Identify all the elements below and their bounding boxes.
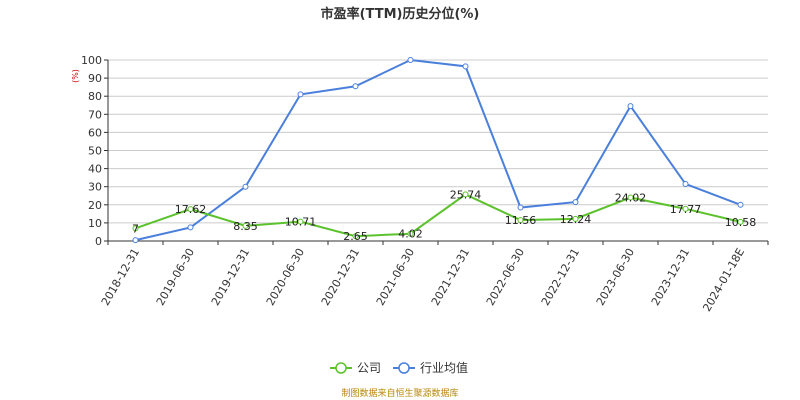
series-line-0 <box>135 193 741 238</box>
data-point <box>737 201 744 208</box>
x-tick-label: 2022-12-31 <box>539 246 582 308</box>
y-axis-unit: (%) <box>71 69 80 83</box>
data-point <box>352 83 359 90</box>
y-tick-label: 10 <box>88 217 102 230</box>
data-point <box>462 63 469 70</box>
data-point <box>297 91 304 98</box>
data-point <box>572 199 579 206</box>
x-tick-label: 2020-12-31 <box>319 246 362 308</box>
y-tick-label: 100 <box>81 54 102 67</box>
legend-marker-1 <box>398 362 410 374</box>
y-tick-label: 20 <box>88 199 102 212</box>
series-group <box>132 57 744 244</box>
gridlines <box>107 59 768 242</box>
source-note: 制图数据来自恒生聚源数据库 <box>341 387 458 399</box>
x-tick-label: 2022-06-30 <box>484 246 527 308</box>
y-tick-label: 50 <box>88 145 102 158</box>
y-tick-label: 90 <box>88 72 102 85</box>
x-tick-label: 2020-06-30 <box>264 246 307 308</box>
x-tick-label: 2023-12-31 <box>649 246 692 308</box>
data-label: 17.62 <box>175 203 207 216</box>
data-point <box>517 204 524 211</box>
data-label: 2.65 <box>343 230 368 243</box>
x-tick-label: 2021-12-31 <box>429 246 472 308</box>
x-tick-label: 2023-06-30 <box>594 246 637 308</box>
data-point <box>242 222 249 229</box>
data-point <box>627 194 634 201</box>
y-tick-label: 30 <box>88 181 102 194</box>
y-tick-label: 0 <box>95 235 102 248</box>
data-label: 10.58 <box>725 216 757 229</box>
y-axis-ticks: 0 10 20 30 40 50 60 70 80 90 100 <box>81 54 108 248</box>
data-point <box>517 217 524 224</box>
data-point <box>407 57 414 63</box>
data-label: 24.02 <box>615 192 647 205</box>
legend[interactable]: 公司 行业均值 <box>330 360 468 375</box>
data-label: 25.74 <box>450 188 482 201</box>
data-point <box>352 233 359 240</box>
data-point <box>132 225 139 232</box>
data-label: 12.24 <box>560 213 592 226</box>
data-point <box>407 230 414 237</box>
x-tick-label: 2021-06-30 <box>374 246 417 308</box>
legend-label-1: 行业均值 <box>420 360 468 375</box>
data-point <box>682 205 689 212</box>
data-point <box>682 180 689 187</box>
y-tick-label: 60 <box>88 126 102 139</box>
data-point <box>737 218 744 225</box>
data-point <box>572 215 579 222</box>
chart-title: 市盈率(TTM)历史分位(%) <box>321 6 480 22</box>
x-axis-ticks: 2018-12-31 2019-06-30 2019-12-31 2020-06-30… <box>99 241 769 314</box>
x-tick-label: 2019-12-31 <box>209 246 252 308</box>
x-tick-label: 2024-01-18E <box>700 246 747 314</box>
data-label: 11.56 <box>505 214 537 227</box>
data-point <box>242 183 249 190</box>
legend-label-0: 公司 <box>357 361 381 375</box>
data-label: 4.02 <box>398 228 423 241</box>
y-tick-label: 70 <box>88 108 102 121</box>
series-line-1 <box>135 58 741 242</box>
data-labels: 7 17.62 8.35 10.71 2.65 4.02 25.74 11.56 12.24 24… <box>132 188 756 243</box>
data-point <box>462 191 469 198</box>
data-point <box>132 237 139 244</box>
data-label: 17.77 <box>670 203 702 216</box>
y-tick-label: 80 <box>88 90 102 103</box>
data-label: 10.71 <box>285 216 317 229</box>
y-tick-label: 40 <box>88 163 102 176</box>
data-label: 8.35 <box>233 220 258 233</box>
data-label: 7 <box>132 222 139 235</box>
legend-marker-0 <box>335 362 347 374</box>
x-tick-label: 2018-12-31 <box>99 246 142 308</box>
data-point <box>187 224 194 231</box>
data-point <box>627 103 634 110</box>
data-point <box>187 206 194 213</box>
x-tick-label: 2019-06-30 <box>154 246 197 308</box>
data-point <box>297 218 304 225</box>
